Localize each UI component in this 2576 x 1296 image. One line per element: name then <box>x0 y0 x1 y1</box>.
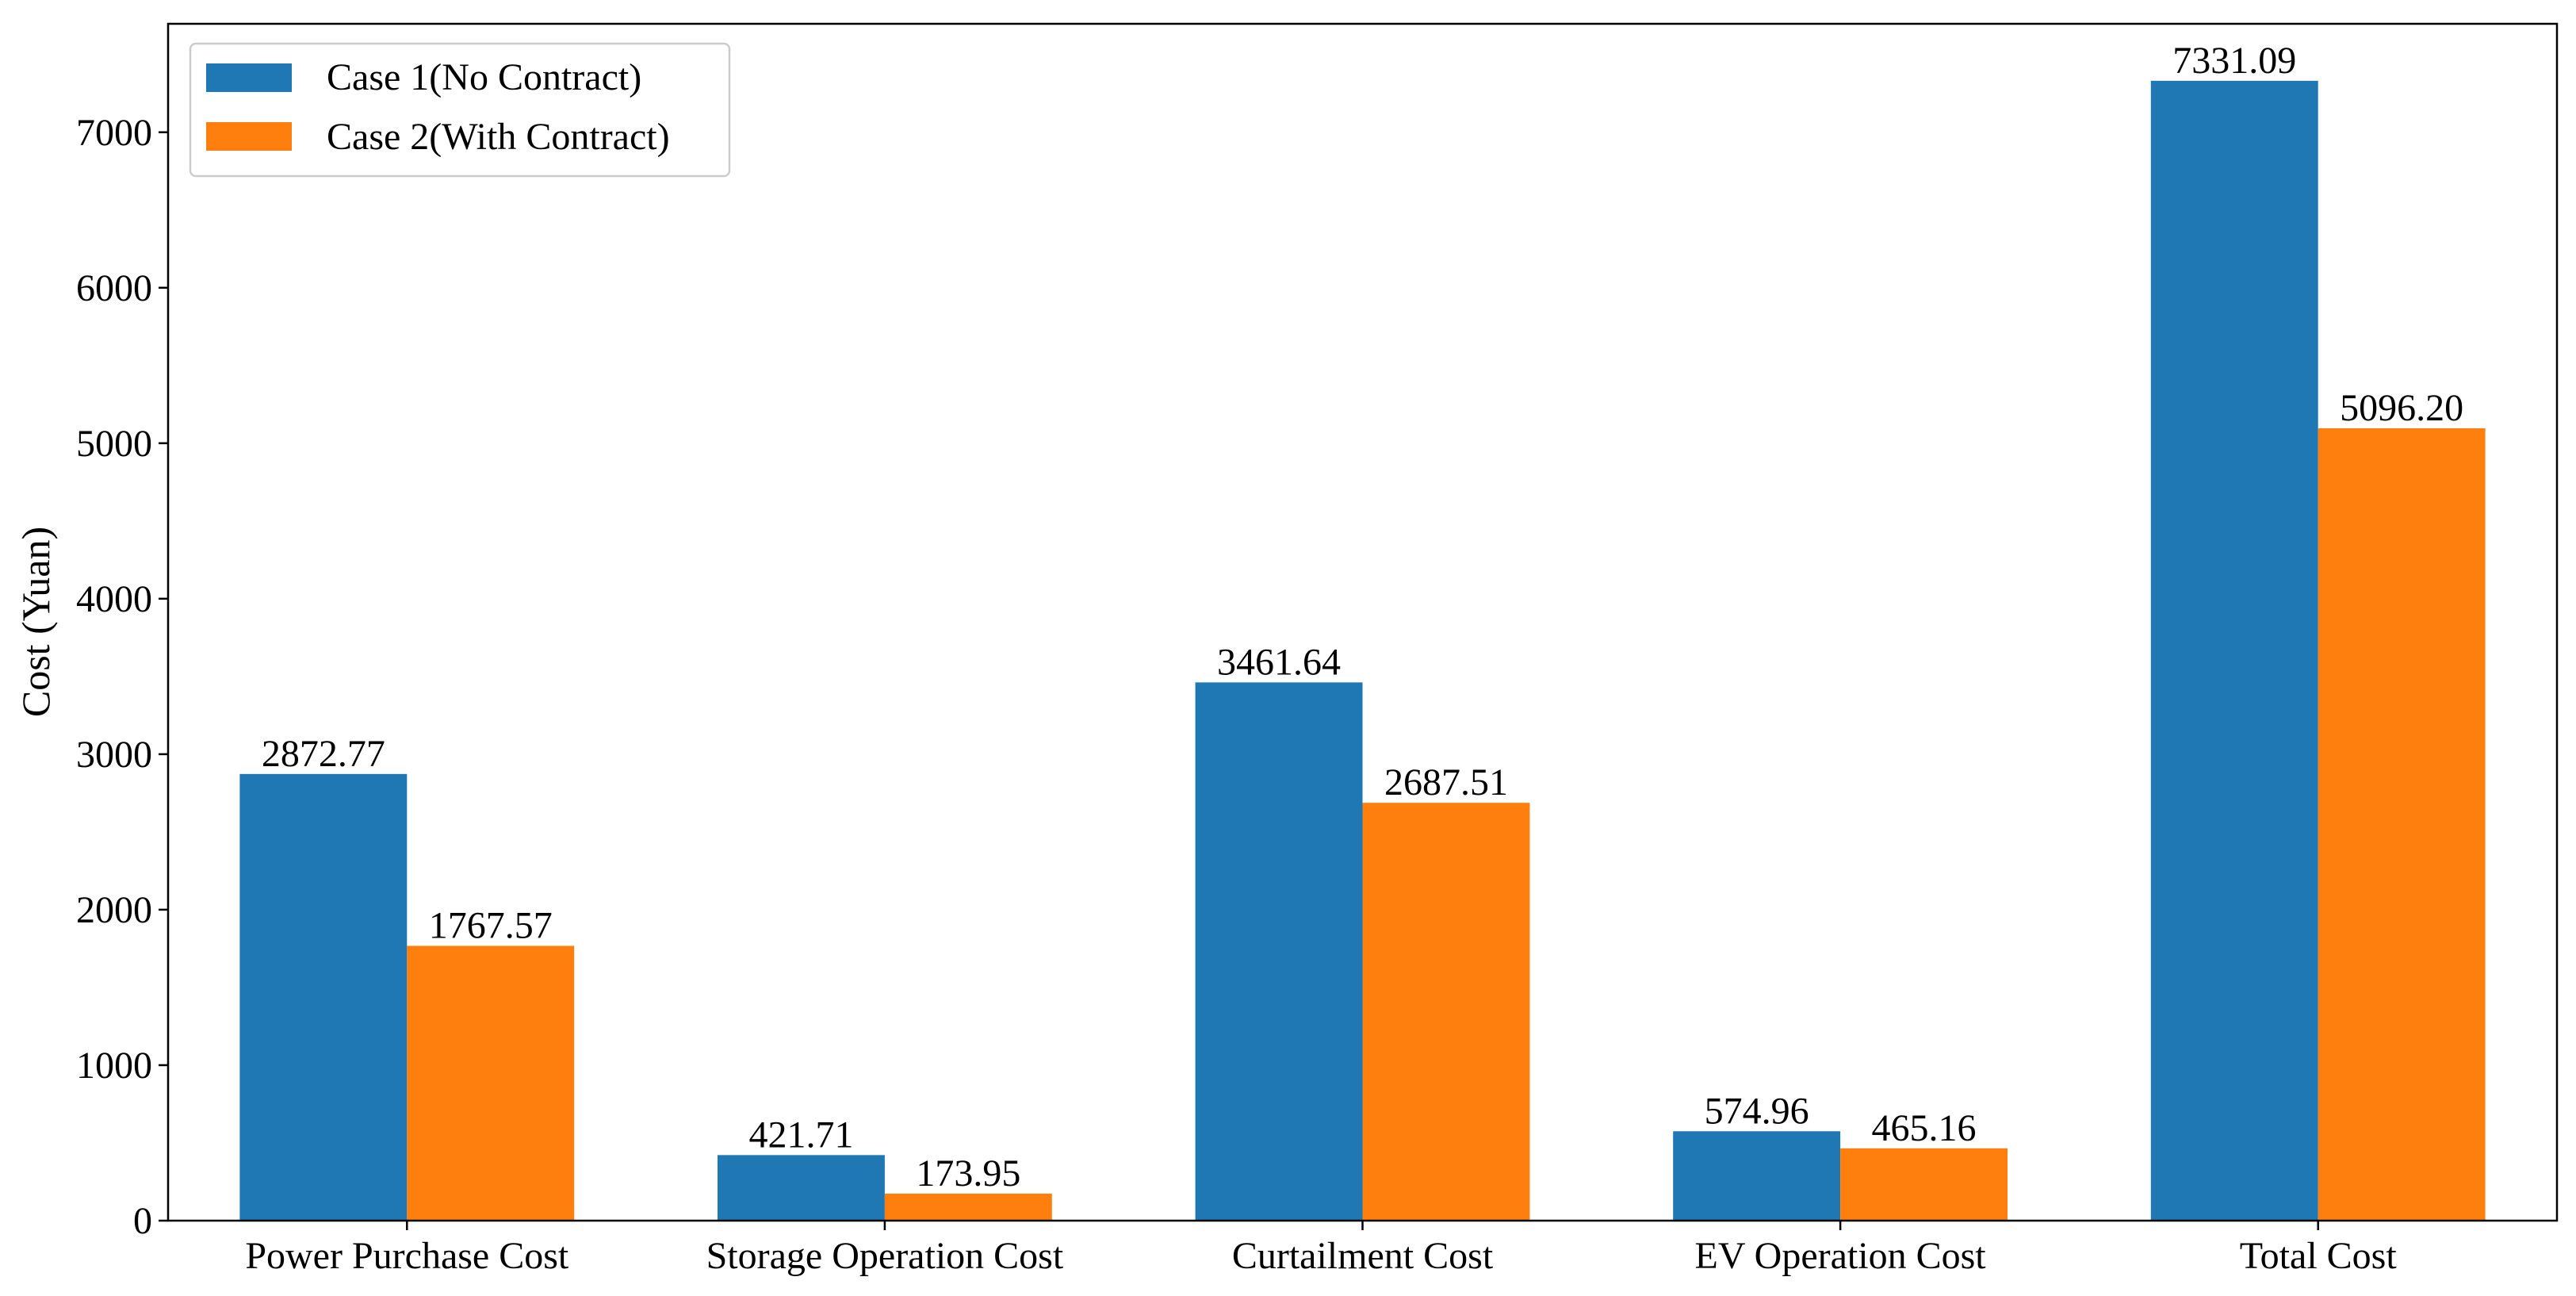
bar-case-2-total-cost <box>2318 428 2486 1221</box>
data-label-case-1-storage-operation-cost: 421.71 <box>748 1114 853 1156</box>
x-tick-label-power-purchase-cost: Power Purchase Cost <box>245 1235 569 1277</box>
bar-case-2-storage-operation-cost <box>884 1193 1052 1221</box>
bar-case-1-total-cost <box>2150 80 2318 1221</box>
y-axis-label: Cost (Yuan) <box>13 527 58 717</box>
y-tick-label: 6000 <box>76 267 152 309</box>
data-label-case-2-total-cost: 5096.20 <box>2340 387 2463 429</box>
data-label-case-1-total-cost: 7331.09 <box>2172 40 2296 82</box>
y-tick-label: 4000 <box>76 578 152 620</box>
bar-case-2-power-purchase-cost <box>407 945 575 1221</box>
legend: Case 1(No Contract) Case 2(With Contract… <box>189 42 731 178</box>
bars-layer <box>239 80 2486 1221</box>
data-label-case-2-ev-operation-cost: 465.16 <box>1872 1107 1977 1149</box>
y-tick-label: 1000 <box>76 1045 152 1087</box>
y-tick-label: 7000 <box>76 112 152 154</box>
bar-case-2-ev-operation-cost <box>1840 1148 2008 1221</box>
y-tick-label: 5000 <box>76 423 152 465</box>
bar-case-1-storage-operation-cost <box>717 1155 885 1221</box>
legend-swatch-case-1 <box>206 63 292 92</box>
x-tick-label-total-cost: Total Cost <box>2240 1235 2398 1277</box>
legend-frame <box>189 42 731 178</box>
x-tick-label-ev-operation-cost: EV Operation Cost <box>1695 1235 1987 1277</box>
x-tick-label-curtailment-cost: Curtailment Cost <box>1232 1235 1494 1277</box>
data-label-case-1-curtailment-cost: 3461.64 <box>1217 641 1341 683</box>
bar-case-1-ev-operation-cost <box>1673 1131 1841 1221</box>
legend-swatch-case-2 <box>206 122 292 151</box>
bar-case-1-curtailment-cost <box>1195 682 1363 1221</box>
y-tick-label: 0 <box>133 1200 152 1242</box>
data-label-case-1-ev-operation-cost: 574.96 <box>1705 1090 1809 1132</box>
legend-label-case-2: Case 2(With Contract) <box>327 116 670 158</box>
y-tick-label: 2000 <box>76 889 152 931</box>
x-tick-label-storage-operation-cost: Storage Operation Cost <box>706 1235 1064 1277</box>
bar-case-2-curtailment-cost <box>1362 803 1530 1221</box>
data-label-case-2-curtailment-cost: 2687.51 <box>1384 761 1508 803</box>
data-label-case-1-power-purchase-cost: 2872.77 <box>262 733 385 775</box>
y-tick-label: 3000 <box>76 734 152 776</box>
data-label-case-2-storage-operation-cost: 173.95 <box>916 1152 1020 1194</box>
data-label-case-2-power-purchase-cost: 1767.57 <box>429 904 553 946</box>
x-ticks: Power Purchase Cost Storage Operation Cos… <box>245 1221 2397 1277</box>
data-labels-layer: 2872.77 421.71 3461.64 574.96 7331.09 1767.57… <box>262 40 2463 1194</box>
y-ticks: 0 1000 2000 3000 4000 5000 6000 7000 <box>76 112 168 1242</box>
legend-label-case-1: Case 1(No Contract) <box>327 56 641 98</box>
bar-case-1-power-purchase-cost <box>239 773 408 1221</box>
